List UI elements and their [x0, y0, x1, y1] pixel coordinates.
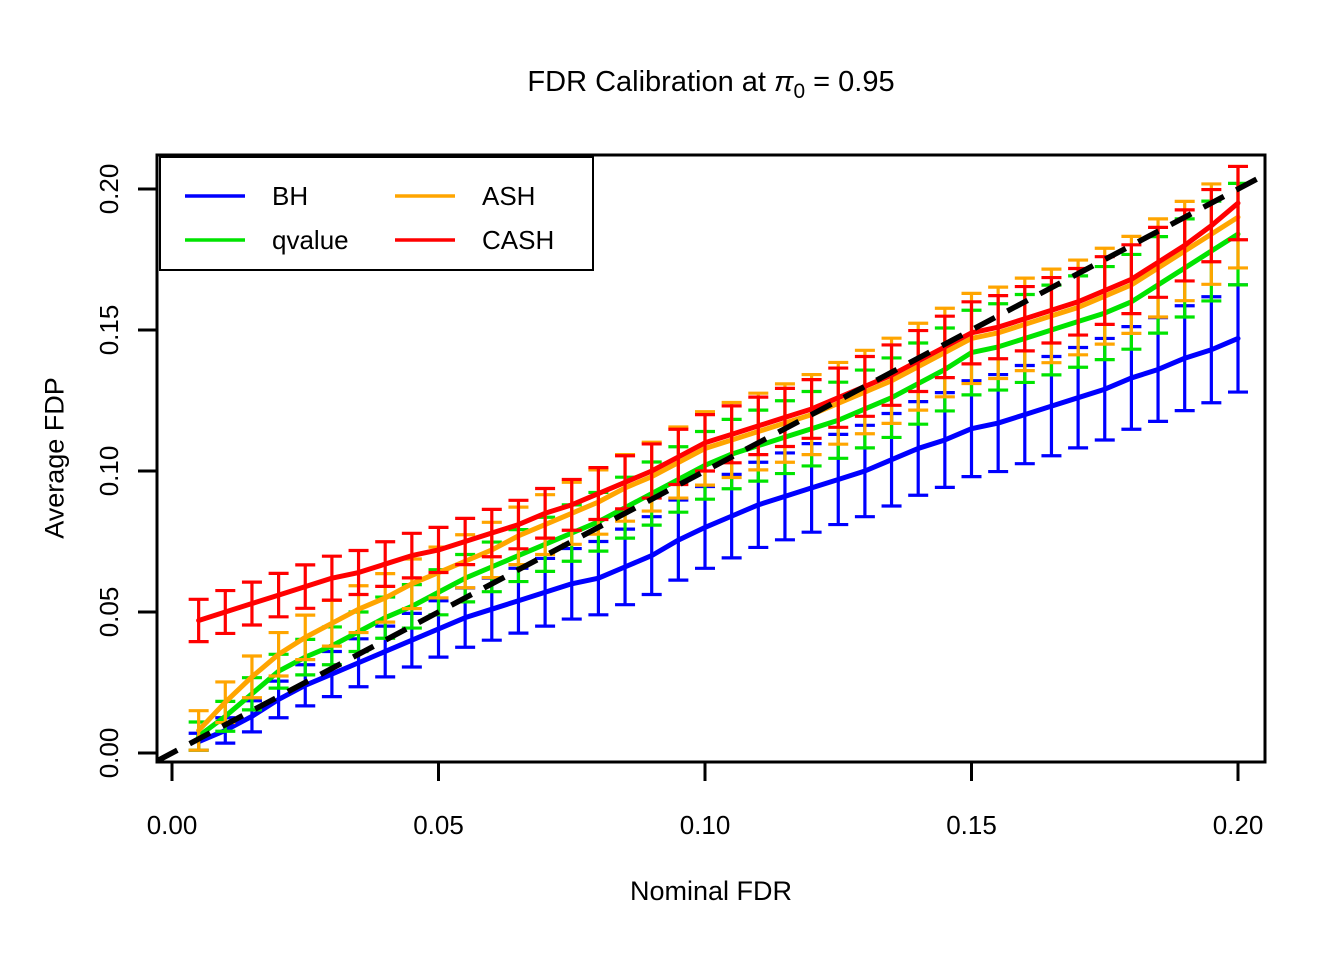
y-tick-label: 0.05	[94, 587, 124, 638]
x-tick-label: 0.15	[946, 810, 997, 840]
series-cash	[188, 164, 1248, 644]
series-line-qvalue	[196, 231, 1241, 739]
series-line-cash	[196, 200, 1241, 623]
series-bh	[188, 283, 1248, 752]
legend-label-cash: CASH	[482, 225, 554, 255]
y-tick-label: 0.10	[94, 446, 124, 497]
chart-title-text: FDR Calibration at	[527, 66, 775, 98]
legend: BH qvalue ASH CASH	[159, 156, 594, 271]
series-line-bh	[196, 335, 1241, 745]
chart-title: FDR Calibration at π0 = 0.95	[157, 66, 1265, 104]
x-axis-title: Nominal FDR	[629, 876, 793, 906]
legend-box	[159, 156, 594, 271]
pi-subscript: 0	[793, 79, 806, 103]
legend-label-bh: BH	[272, 181, 308, 211]
y-tick-label: 0.15	[94, 305, 124, 356]
legend-label-qvalue: qvalue	[272, 225, 349, 255]
y-axis-title: Average FDP	[39, 377, 70, 539]
x-tick-label: 0.05	[413, 810, 464, 840]
plot-area	[157, 164, 1265, 762]
identity-reference-line	[157, 172, 1265, 762]
series-line-ash	[196, 214, 1241, 733]
x-tick-label: 0.10	[680, 810, 731, 840]
pi-symbol: π	[774, 66, 794, 98]
x-tick-label: 0.20	[1213, 810, 1264, 840]
chart-title-suffix: = 0.95	[805, 66, 895, 98]
legend-label-ash: ASH	[482, 181, 535, 211]
y-tick-label: 0.20	[94, 164, 124, 215]
x-tick-label: 0.00	[147, 810, 198, 840]
plot-box	[155, 153, 1267, 764]
y-tick-label: 0.00	[94, 728, 124, 779]
